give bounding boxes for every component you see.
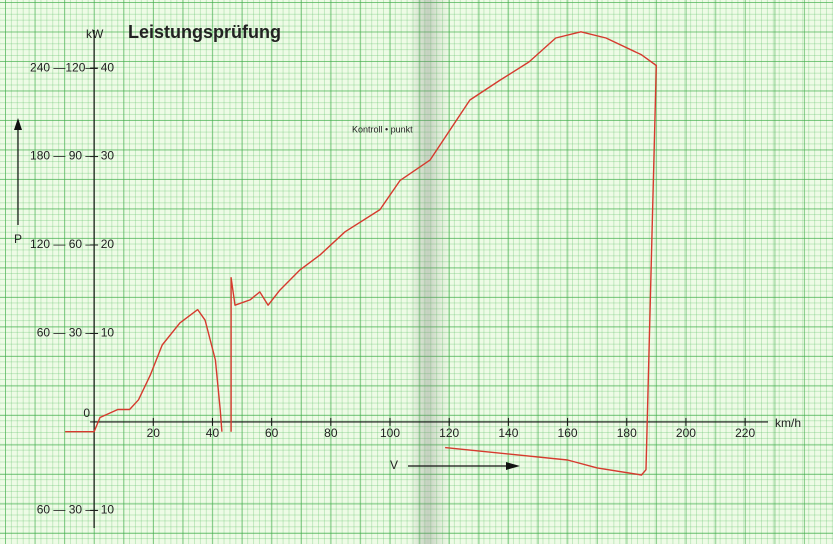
x-tick-label: 160 (558, 426, 578, 440)
line (65, 31, 657, 476)
y-arrow-head (14, 118, 22, 130)
x-arrow-label: V (390, 458, 398, 472)
y-unit: kW (86, 27, 104, 41)
x-tick-label: 80 (324, 426, 338, 440)
x-tick-label: 120 (439, 426, 459, 440)
x-tick-label: 220 (735, 426, 755, 440)
x-tick-label: 60 (265, 426, 279, 440)
y-tick-label: 60 — 30 — 10 (37, 503, 115, 517)
y-tick-label: 240 —120— 40 (30, 60, 114, 74)
x-tick-label: 200 (676, 426, 696, 440)
x-axis-label: km/h (775, 416, 801, 430)
x-tick-label: 140 (498, 426, 518, 440)
y-tick-label: 60 — 30 — 10 (37, 326, 115, 340)
x-arrow-head (506, 462, 520, 470)
annotation: Kontroll • punkt (352, 124, 413, 134)
y-tick-label: 180 — 90 — 30 (30, 149, 114, 163)
x-tick-label: 40 (206, 426, 220, 440)
y-tick-label: 0 (83, 406, 90, 420)
y-tick-label: 120 — 60 — 20 (30, 237, 114, 251)
chart-title: Leistungsprüfung (128, 22, 281, 42)
x-tick-label: 180 (617, 426, 637, 440)
x-tick-label: 20 (147, 426, 161, 440)
x-tick-label: 100 (380, 426, 400, 440)
y-axis-label: P (14, 232, 22, 246)
